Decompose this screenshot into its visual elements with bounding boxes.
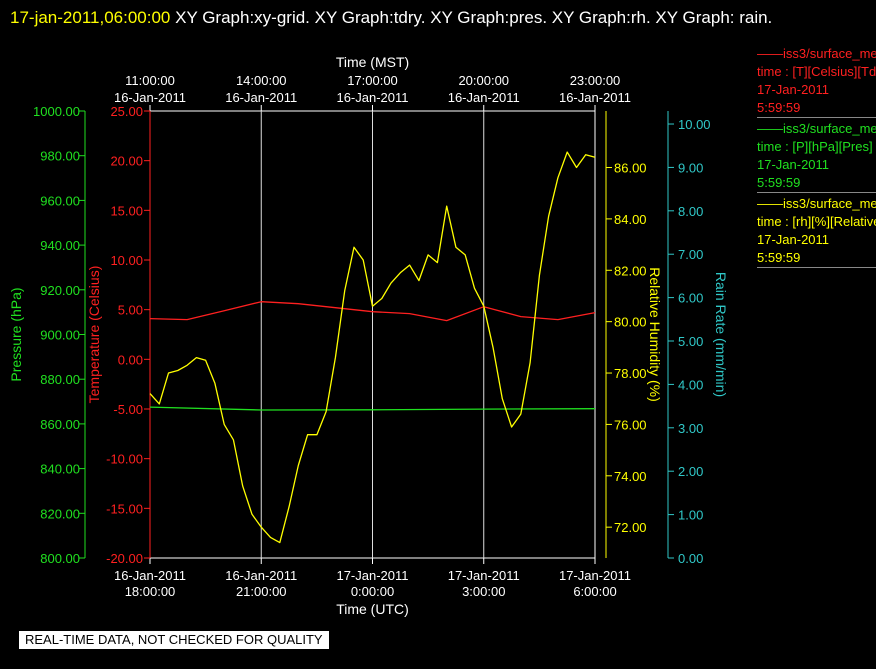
y-tick-label-temperature: -10.00 xyxy=(106,452,143,467)
series-line-tdry xyxy=(149,301,596,322)
legend-text: 5:59:59 xyxy=(757,175,801,190)
graph-list: XY Graph:xy-grid. XY Graph:tdry. XY Grap… xyxy=(175,8,773,27)
x-top-tick-label: 16-Jan-2011 xyxy=(336,90,408,105)
x-tick-label: 16-Jan-2011 xyxy=(225,568,297,583)
y-tick-label-pressure: 1000.00 xyxy=(33,104,80,119)
y-tick-label-rain: 6.00 xyxy=(678,291,703,306)
series-line-pres xyxy=(149,406,596,411)
y-tick-label-pressure: 880.00 xyxy=(40,372,80,387)
legend-text: ——iss3/surface_met xyxy=(757,46,876,61)
legend-text: 5:59:59 xyxy=(757,250,801,265)
y-tick-label-temperature: 25.00 xyxy=(110,104,143,119)
y-tick-label-rain: 5.00 xyxy=(678,334,703,349)
x-top-tick-label: 16-Jan-2011 xyxy=(559,90,631,105)
y-tick-label-rain: 3.00 xyxy=(678,421,703,436)
x-top-tick-label: 14:00:00 xyxy=(236,73,287,88)
y-tick-label-rain: 4.00 xyxy=(678,377,703,392)
x-top-tick-label: 20:00:00 xyxy=(458,73,509,88)
y-tick-label-rain: 0.00 xyxy=(678,551,703,566)
y-tick-label-rh: 74.00 xyxy=(614,469,647,484)
y-tick-label-rain: 1.00 xyxy=(678,508,703,523)
y-tick-label-temperature: 0.00 xyxy=(118,352,143,367)
y-tick-label-temperature: -5.00 xyxy=(113,402,143,417)
x-tick-label: 21:00:00 xyxy=(236,584,287,599)
x-tick-label: 17-Jan-2011 xyxy=(448,568,520,583)
y-tick-label-pressure: 920.00 xyxy=(40,283,80,298)
legend-text: ——iss3/surface_met xyxy=(757,121,876,136)
x-axis-label: Time (UTC) xyxy=(336,601,409,617)
quality-banner: REAL-TIME DATA, NOT CHECKED FOR QUALITY xyxy=(19,631,329,649)
x-tick-label: 17-Jan-2011 xyxy=(559,568,631,583)
y-axis-label-rh: Relative Humidity (%) xyxy=(647,267,663,402)
x-top-tick-label: 16-Jan-2011 xyxy=(448,90,520,105)
y-tick-label-temperature: 20.00 xyxy=(110,154,143,169)
legend-text: time : [P][hPa][Pres] xyxy=(757,139,873,154)
y-tick-label-rh: 84.00 xyxy=(614,212,647,227)
y-tick-label-pressure: 900.00 xyxy=(40,328,80,343)
x-tick-label: 16-Jan-2011 xyxy=(114,568,186,583)
legend-text: time : [rh][%][Relative xyxy=(757,214,876,229)
x-top-tick-label: 16-Jan-2011 xyxy=(225,90,297,105)
y-tick-label-pressure: 800.00 xyxy=(40,551,80,566)
legend-text: ——iss3/surface_met xyxy=(757,196,876,211)
y-tick-label-temperature: 5.00 xyxy=(118,303,143,318)
y-tick-label-rh: 82.00 xyxy=(614,263,647,278)
x-top-axis-label: Time (MST) xyxy=(336,54,409,70)
y-tick-label-rh: 76.00 xyxy=(614,417,647,432)
graph-title: 17-jan-2011,06:00:00 XY Graph:xy-grid. X… xyxy=(10,3,860,32)
y-tick-label-rain: 2.00 xyxy=(678,464,703,479)
x-top-tick-label: 11:00:00 xyxy=(125,73,175,88)
y-tick-label-rh: 72.00 xyxy=(614,520,647,535)
timestamp: 17-jan-2011,06:00:00 xyxy=(10,8,171,27)
y-tick-label-temperature: 10.00 xyxy=(110,253,143,268)
y-axis-label-rain: Rain Rate (mm/min) xyxy=(713,272,729,397)
y-tick-label-pressure: 840.00 xyxy=(40,462,80,477)
y-tick-label-rain: 9.00 xyxy=(678,160,703,175)
y-tick-label-pressure: 860.00 xyxy=(40,417,80,432)
y-axis-label-temperature: Temperature (Celsius) xyxy=(86,266,102,404)
legend-text: 17-Jan-2011 xyxy=(757,232,830,247)
x-tick-label: 0:00:00 xyxy=(351,584,394,599)
y-tick-label-pressure: 980.00 xyxy=(40,149,80,164)
x-tick-label: 18:00:00 xyxy=(125,584,176,599)
series-line-rh xyxy=(149,151,596,544)
y-tick-label-rain: 10.00 xyxy=(678,117,711,132)
y-tick-label-pressure: 960.00 xyxy=(40,193,80,208)
x-top-tick-label: 16-Jan-2011 xyxy=(114,90,186,105)
y-tick-label-temperature: -15.00 xyxy=(106,501,143,516)
x-tick-label: 17-Jan-2011 xyxy=(336,568,408,583)
y-tick-label-rh: 80.00 xyxy=(614,315,647,330)
y-tick-label-pressure: 820.00 xyxy=(40,506,80,521)
x-tick-label: 6:00:00 xyxy=(573,584,616,599)
legend-text: time : [T][Celsius][Tdry] xyxy=(757,64,876,79)
y-tick-label-rain: 8.00 xyxy=(678,204,703,219)
x-top-tick-label: 23:00:00 xyxy=(570,73,621,88)
y-tick-label-temperature: 15.00 xyxy=(110,203,143,218)
x-top-tick-label: 17:00:00 xyxy=(347,73,398,88)
legend-text: 17-Jan-2011 xyxy=(757,157,830,172)
legend-text: 5:59:59 xyxy=(757,100,801,115)
y-tick-label-temperature: -20.00 xyxy=(106,551,143,566)
y-axis-label-pressure: Pressure (hPa) xyxy=(8,287,24,381)
legend-text: 17-Jan-2011 xyxy=(757,82,830,97)
y-tick-label-rh: 86.00 xyxy=(614,161,647,176)
x-tick-label: 3:00:00 xyxy=(462,584,505,599)
y-tick-label-rain: 7.00 xyxy=(678,247,703,262)
y-tick-label-rh: 78.00 xyxy=(614,366,647,381)
y-tick-label-pressure: 940.00 xyxy=(40,238,80,253)
